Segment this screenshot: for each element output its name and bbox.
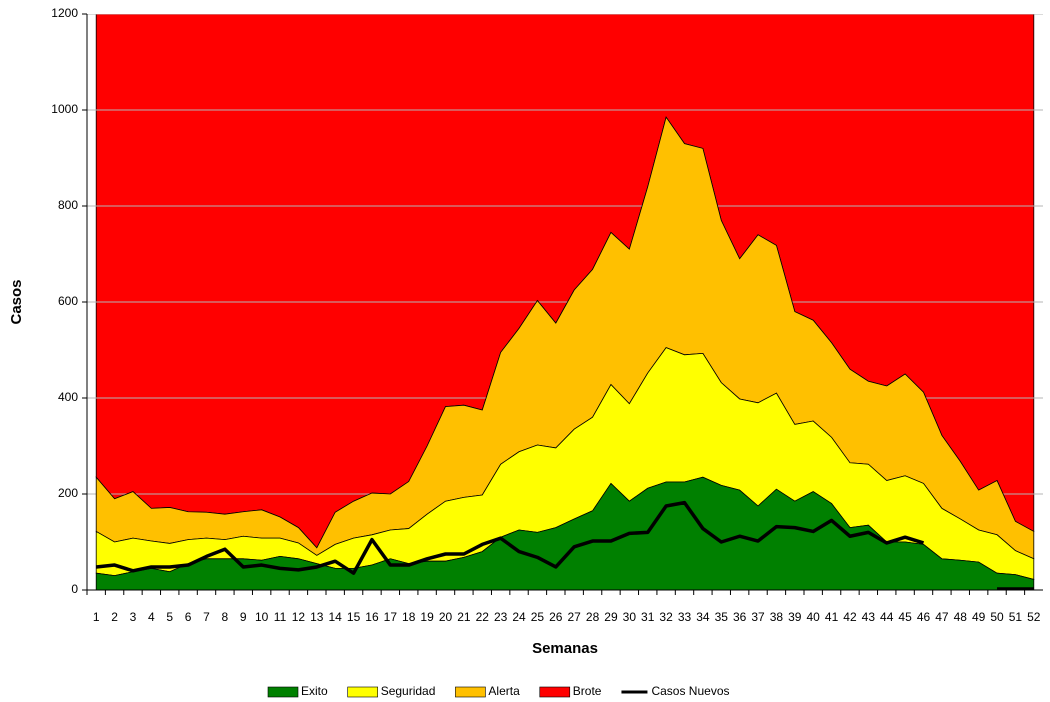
y-tick-label: 400 bbox=[58, 390, 78, 404]
x-tick-label: 50 bbox=[990, 610, 1004, 624]
x-tick-label: 11 bbox=[274, 610, 287, 624]
x-tick-label: 33 bbox=[678, 610, 692, 624]
x-tick-label: 34 bbox=[696, 610, 710, 624]
x-tick-label: 39 bbox=[788, 610, 802, 624]
legend-symbol bbox=[267, 686, 299, 698]
x-tick-label: 22 bbox=[476, 610, 490, 624]
y-tick-label: 1200 bbox=[51, 6, 78, 20]
x-tick-label: 41 bbox=[825, 610, 839, 624]
x-tick-label: 25 bbox=[531, 610, 545, 624]
x-tick-label: 49 bbox=[972, 610, 986, 624]
x-tick-label: 4 bbox=[148, 610, 155, 624]
legend-symbol bbox=[347, 686, 378, 698]
x-tick-label: 1 bbox=[93, 610, 100, 624]
x-tick-label: 15 bbox=[347, 610, 361, 624]
x-tick-label: 14 bbox=[329, 610, 343, 624]
y-tick-label: 800 bbox=[58, 198, 78, 212]
x-tick-label: 5 bbox=[166, 610, 173, 624]
x-tick-label: 24 bbox=[512, 610, 526, 624]
plot-area bbox=[87, 14, 1043, 590]
x-tick-label: 3 bbox=[130, 610, 137, 624]
x-tick-label: 17 bbox=[384, 610, 398, 624]
x-tick-label: 32 bbox=[659, 610, 673, 624]
y-tick-label: 0 bbox=[71, 582, 78, 596]
x-tick-label: 19 bbox=[420, 610, 434, 624]
x-tick-label: 36 bbox=[733, 610, 747, 624]
x-tick-label: 16 bbox=[365, 610, 379, 624]
x-tick-label: 48 bbox=[954, 610, 968, 624]
legend-label: Casos Nuevos bbox=[651, 684, 729, 698]
legend-label: Seguridad bbox=[381, 684, 436, 698]
x-tick-label: 52 bbox=[1027, 610, 1041, 624]
x-tick-label: 35 bbox=[715, 610, 729, 624]
x-tick-label: 51 bbox=[1009, 610, 1023, 624]
y-tick-label: 600 bbox=[58, 294, 78, 308]
y-tick-label: 1000 bbox=[51, 102, 78, 116]
x-tick-label: 28 bbox=[586, 610, 600, 624]
line bbox=[96, 500, 1034, 590]
x-tick-label: 18 bbox=[402, 610, 416, 624]
x-tick-label: 26 bbox=[549, 610, 563, 624]
x-tick-label: 43 bbox=[862, 610, 876, 624]
x-tick-label: 7 bbox=[203, 610, 210, 624]
legend-label: Exito bbox=[301, 684, 328, 698]
x-tick-label: 45 bbox=[898, 610, 912, 624]
y-axis-title: Casos bbox=[8, 279, 25, 324]
legend-symbol bbox=[539, 686, 571, 698]
x-tick-label: 12 bbox=[292, 610, 306, 624]
x-tick-label: 47 bbox=[935, 610, 949, 624]
x-tick-label: 9 bbox=[240, 610, 247, 624]
y-tick-label: 200 bbox=[58, 486, 78, 500]
x-tick-label: 2 bbox=[111, 610, 118, 624]
x-tick-label: 23 bbox=[494, 610, 508, 624]
x-tick-label: 29 bbox=[604, 610, 618, 624]
x-tick-label: 21 bbox=[457, 610, 471, 624]
legend-label: Alerta bbox=[488, 684, 520, 698]
legend-symbol bbox=[455, 686, 486, 698]
x-tick-label: 27 bbox=[568, 610, 582, 624]
x-tick-label: 46 bbox=[917, 610, 931, 624]
x-tick-label: 13 bbox=[310, 610, 324, 624]
x-tick-label: 30 bbox=[623, 610, 637, 624]
x-tick-label: 10 bbox=[255, 610, 269, 624]
x-tick-label: 6 bbox=[185, 610, 192, 624]
legend: Exito Seguridad Alerta Brote Casos Nuevos bbox=[267, 684, 730, 698]
x-tick-label: 38 bbox=[770, 610, 784, 624]
x-tick-label: 44 bbox=[880, 610, 894, 624]
x-tick-label: 31 bbox=[641, 610, 655, 624]
x-tick-label: 42 bbox=[843, 610, 857, 624]
x-tick-label: 8 bbox=[222, 610, 229, 624]
x-tick-label: 20 bbox=[439, 610, 453, 624]
x-tick-label: 37 bbox=[751, 610, 765, 624]
x-axis-title: Semanas bbox=[532, 640, 598, 657]
legend-label: Brote bbox=[573, 684, 602, 698]
x-tick-label: 40 bbox=[807, 610, 821, 624]
